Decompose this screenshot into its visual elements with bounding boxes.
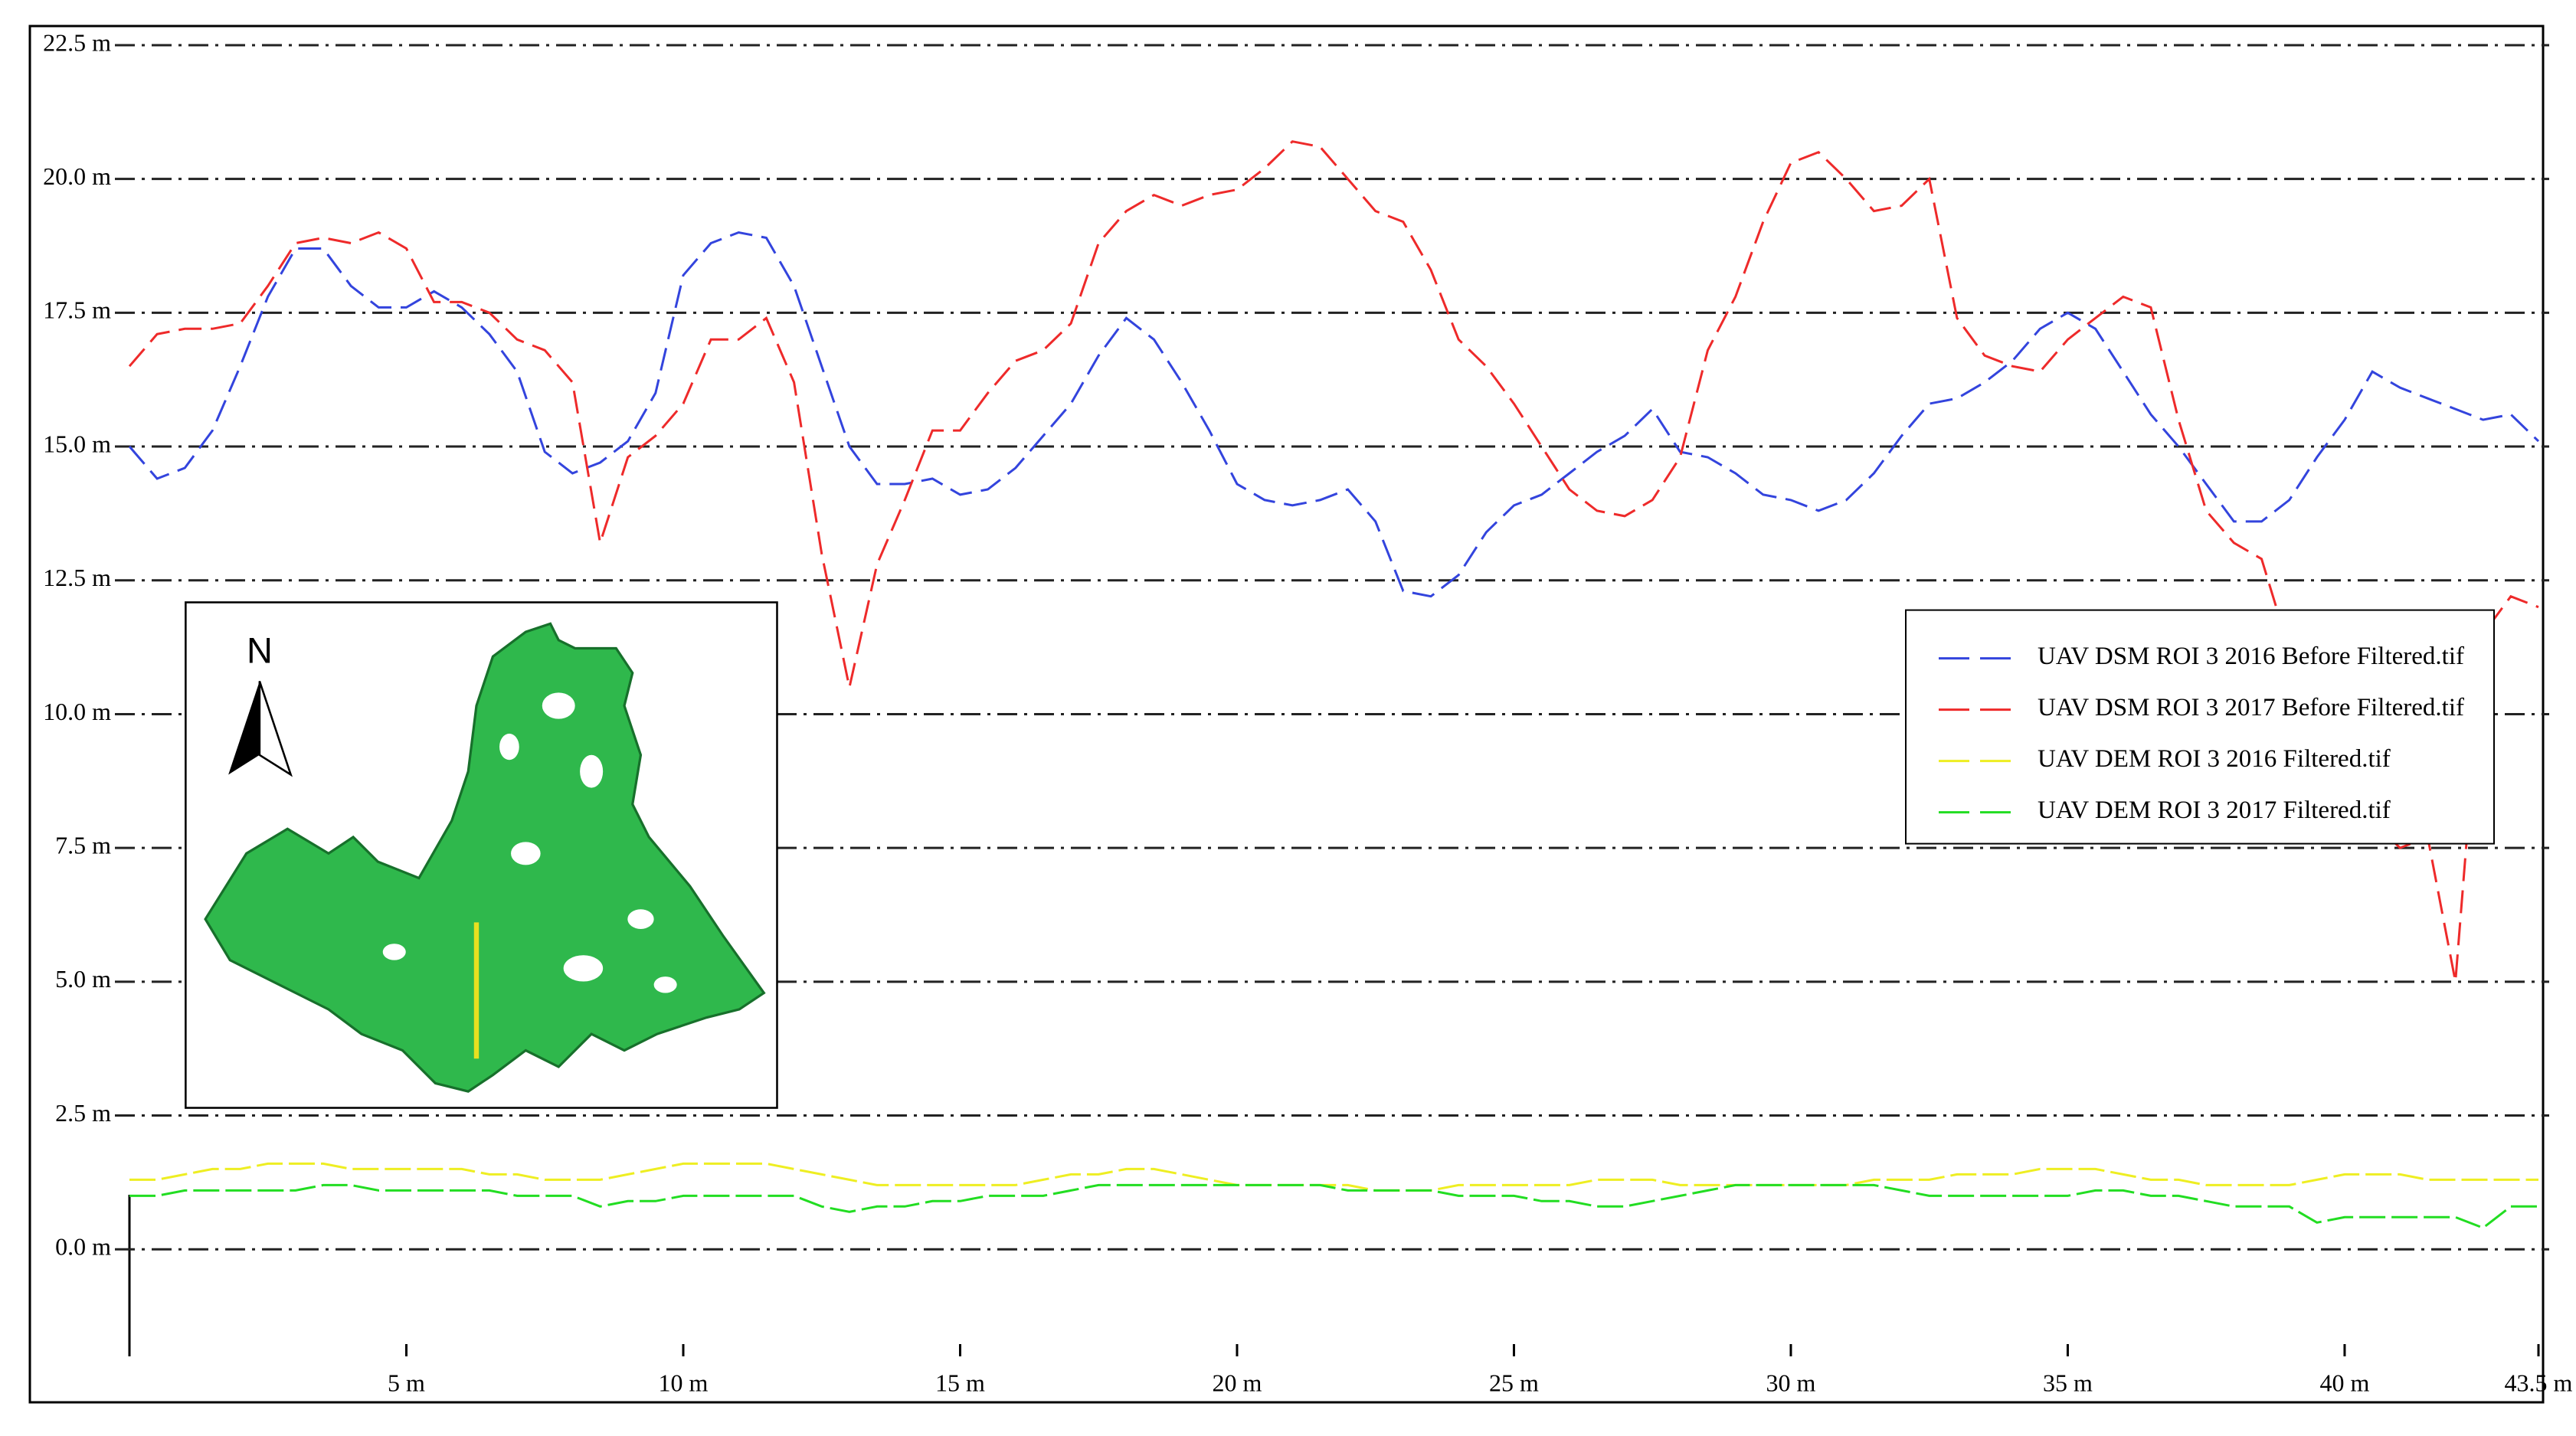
north-arrow bbox=[258, 680, 293, 777]
legend-label: UAV DEM ROI 3 2017 Filtered.tif bbox=[2038, 797, 2391, 824]
legend-box bbox=[1905, 609, 2495, 845]
canopy-gaps bbox=[382, 692, 677, 993]
x-tick-label: 5 m bbox=[388, 1369, 425, 1396]
data-line bbox=[129, 1162, 2538, 1192]
y-tick-label: 12.5 m bbox=[43, 564, 111, 591]
data-line bbox=[128, 231, 2540, 598]
y-tick-label: 17.5 m bbox=[43, 296, 111, 324]
x-tick-label: 40 m bbox=[2320, 1369, 2370, 1396]
legend-label: UAV DEM ROI 3 2016 Filtered.tif bbox=[2038, 745, 2391, 773]
y-tick-label: 2.5 m bbox=[55, 1099, 111, 1127]
y-tick-label: 5.0 m bbox=[55, 965, 111, 993]
data-line bbox=[128, 140, 2539, 983]
legend-label: UAV DSM ROI 3 2016 Before Filtered.tif bbox=[2038, 643, 2464, 670]
north-label: N bbox=[247, 630, 273, 670]
legend: UAV DSM ROI 3 2016 Before Filtered.tif UA… bbox=[1905, 609, 2495, 845]
y-tick-label: 10.0 m bbox=[43, 698, 111, 725]
y-tick-label: 15.0 m bbox=[43, 430, 111, 457]
y-tick-label: 7.5 m bbox=[55, 831, 111, 859]
x-tick-label: 25 m bbox=[1489, 1369, 1539, 1396]
legend-label: UAV DSM ROI 3 2017 Before Filtered.tif bbox=[2038, 694, 2464, 721]
inset-map bbox=[185, 601, 778, 1109]
y-tick-label: 22.5 m bbox=[43, 28, 111, 56]
x-tick-label: 15 m bbox=[935, 1369, 985, 1396]
plot-lines bbox=[128, 140, 2540, 1230]
y-tick-label: 0.0 m bbox=[55, 1233, 111, 1261]
x-tick-label: 43.5 m bbox=[2505, 1369, 2573, 1396]
y-tick-label: 20.0 m bbox=[43, 162, 111, 190]
x-tick-label: 20 m bbox=[1213, 1369, 1262, 1396]
x-tick-label: 35 m bbox=[2043, 1369, 2093, 1396]
data-line bbox=[129, 1183, 2538, 1230]
x-tick-label: 30 m bbox=[1766, 1369, 1816, 1396]
x-tick-label: 10 m bbox=[659, 1369, 709, 1396]
canopy-shape bbox=[204, 622, 766, 1093]
